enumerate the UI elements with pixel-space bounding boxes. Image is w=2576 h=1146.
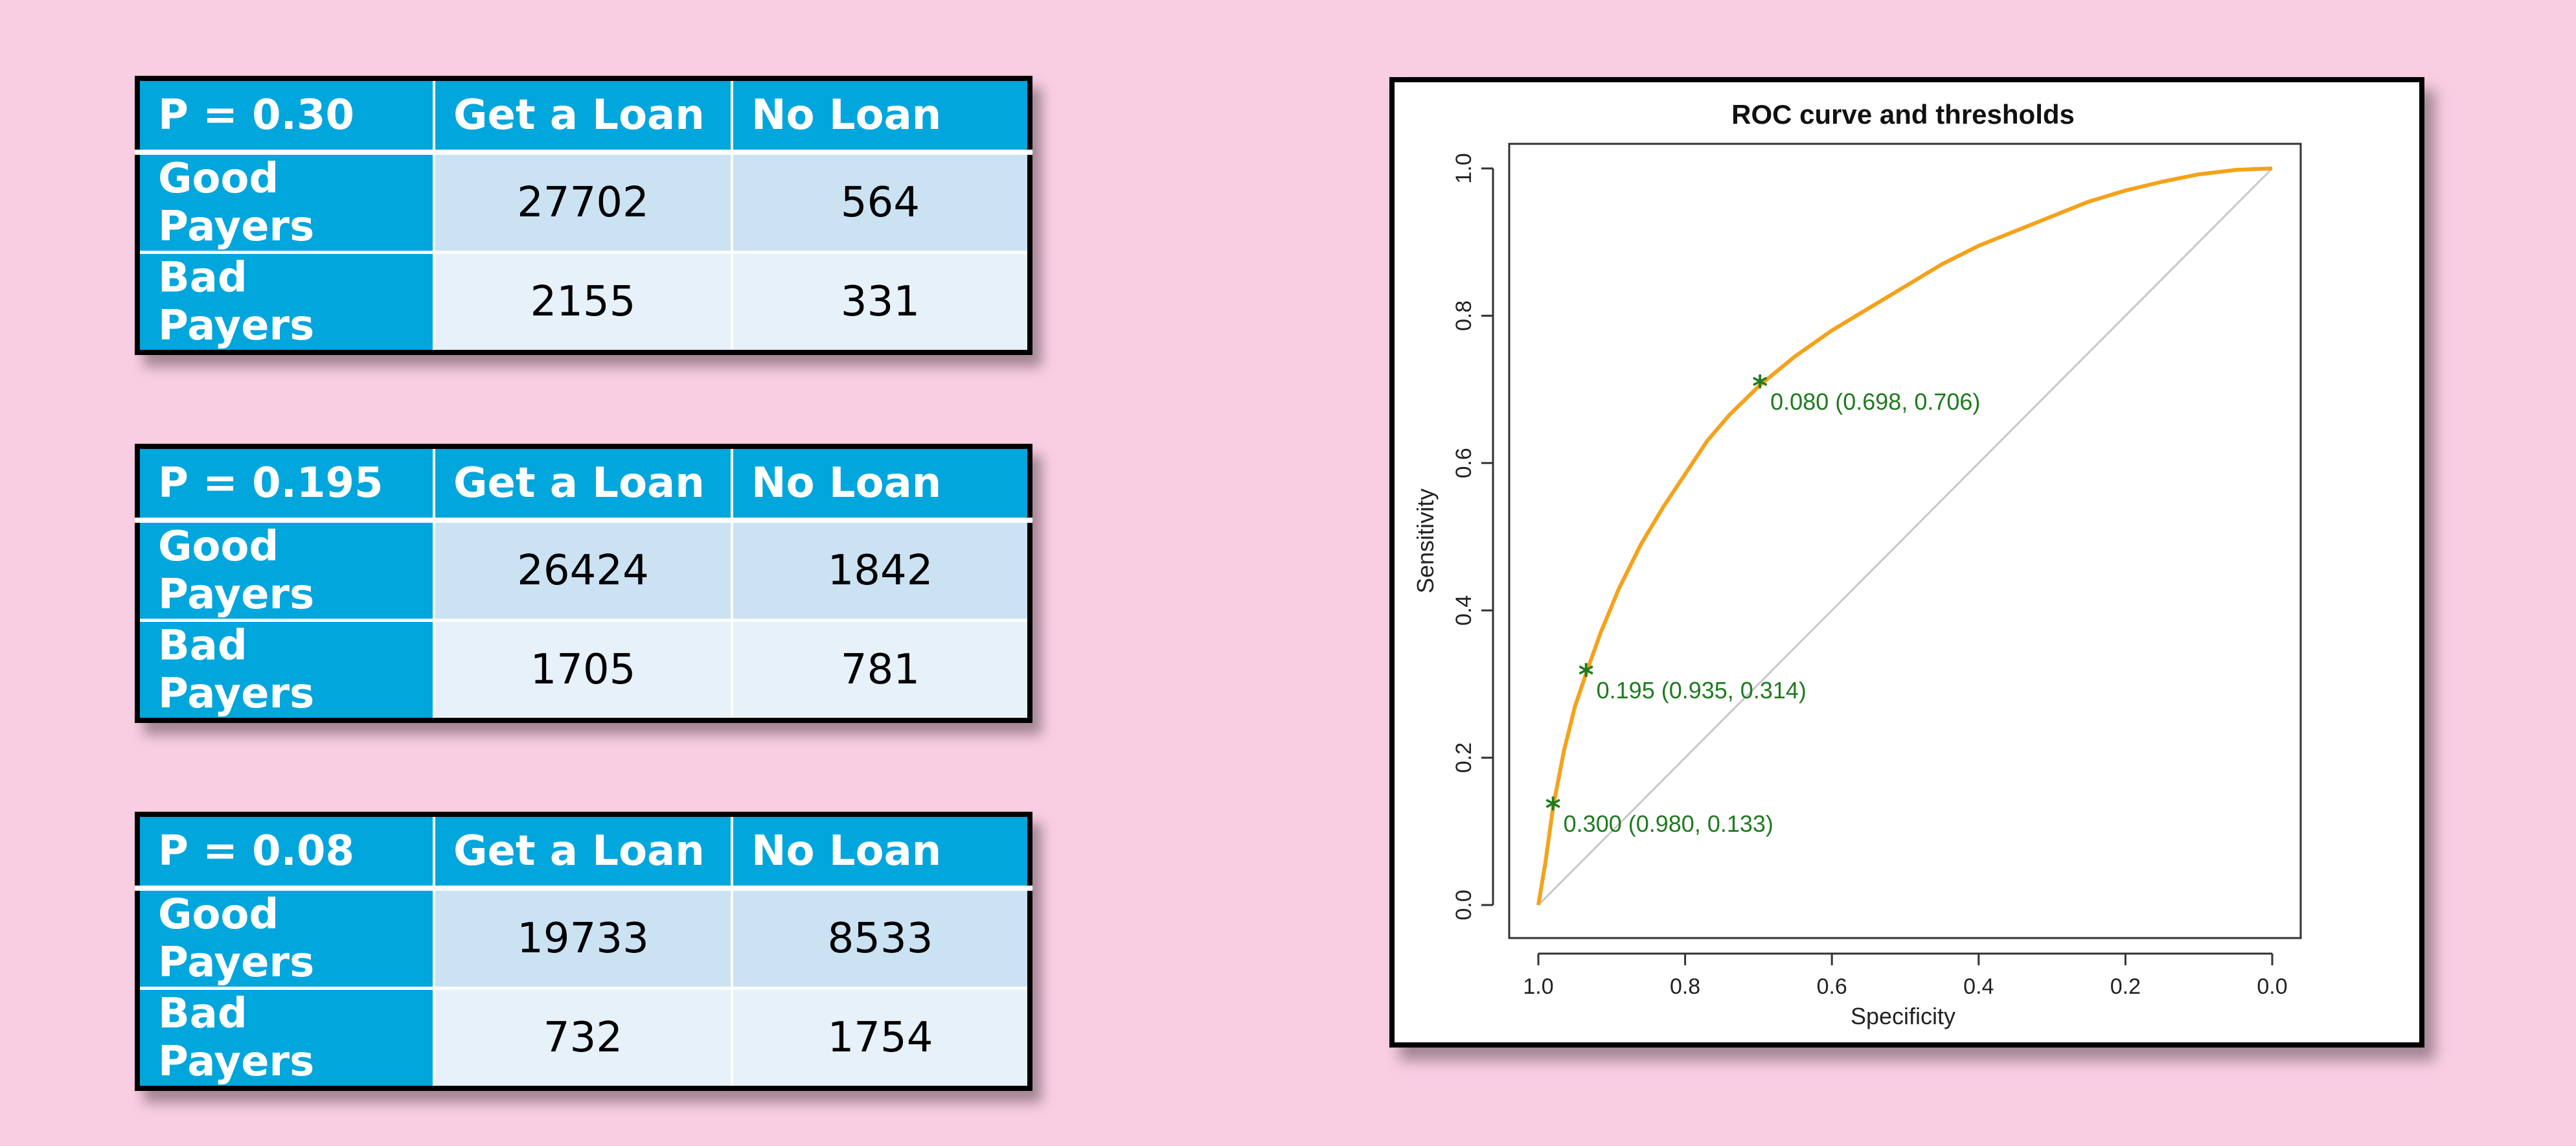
y-tick-label: 1.0 [1452, 153, 1476, 183]
threshold-marker: * [1545, 791, 1561, 826]
y-tick-label: 0.0 [1452, 889, 1476, 920]
x-tick-label: 0.2 [2110, 974, 2141, 999]
chance-diagonal-line [1537, 167, 2274, 906]
row-label: Good Payers [137, 520, 435, 622]
y-tick-label: 0.6 [1452, 448, 1476, 478]
x-axis-label: Specificity [1851, 1003, 1955, 1029]
get-loan-cell: 2155 [434, 252, 733, 352]
get-loan-cell: 26424 [434, 520, 733, 622]
threshold-label: 0.300 (0.980, 0.133) [1564, 810, 1773, 837]
get-loan-cell: 1705 [434, 620, 733, 720]
table-header-row: P = 0.195 Get a Loan No Loan [137, 446, 1030, 523]
no-loan-cell: 1842 [732, 520, 1030, 622]
y-tick-label: 0.8 [1452, 301, 1476, 331]
y-tick-label: 0.2 [1452, 742, 1476, 773]
no-loan-cell: 564 [732, 152, 1030, 254]
table-row: Good Payers 27702 564 [137, 152, 1030, 254]
get-loan-header: Get a Loan [434, 814, 733, 891]
x-tick-label: 1.0 [1523, 974, 1553, 999]
threshold-header: P = 0.08 [137, 814, 435, 891]
no-loan-cell: 1754 [732, 988, 1030, 1088]
get-loan-cell: 732 [434, 988, 733, 1088]
no-loan-header: No Loan [732, 814, 1030, 891]
threshold-label: 0.195 (0.935, 0.314) [1597, 677, 1807, 704]
plot-frame [1508, 143, 2302, 939]
y-axis-label: Sensitivity [1412, 488, 1439, 593]
no-loan-cell: 331 [732, 252, 1030, 352]
y-tick-label: 0.4 [1452, 595, 1476, 626]
threshold-header: P = 0.30 [137, 78, 435, 155]
confusion-table-p0195: P = 0.195 Get a Loan No Loan Good Payers… [135, 444, 1032, 723]
x-tick-label: 0.4 [1963, 974, 1994, 999]
x-tick-label: 0.0 [2257, 974, 2287, 999]
x-tick-label: 0.8 [1670, 974, 1700, 999]
no-loan-header: No Loan [732, 446, 1030, 523]
table-row: Good Payers 26424 1842 [137, 520, 1030, 622]
table-row: Good Payers 19733 8533 [137, 888, 1030, 990]
no-loan-cell: 8533 [732, 888, 1030, 990]
threshold-marker: * [1579, 658, 1594, 693]
table-header-row: P = 0.30 Get a Loan No Loan [137, 78, 1030, 155]
table-row: Bad Payers 1705 781 [137, 620, 1030, 720]
roc-curve-line [1536, 166, 2273, 906]
no-loan-cell: 781 [732, 620, 1030, 720]
row-label: Bad Payers [137, 620, 435, 720]
get-loan-header: Get a Loan [434, 78, 733, 155]
confusion-table-p008: P = 0.08 Get a Loan No Loan Good Payers … [135, 812, 1032, 1091]
get-loan-cell: 19733 [434, 888, 733, 990]
row-label: Good Payers [137, 888, 435, 990]
row-label: Good Payers [137, 152, 435, 254]
no-loan-header: No Loan [732, 78, 1030, 155]
table-row: Bad Payers 2155 331 [137, 252, 1030, 352]
get-loan-header: Get a Loan [434, 446, 733, 523]
threshold-marker: * [1752, 369, 1768, 404]
row-label: Bad Payers [137, 252, 435, 352]
roc-chart-panel: ROC curve and thresholds 1.0 0.8 0.6 0.4 0.2… [1389, 77, 2424, 1048]
chart-title: ROC curve and thresholds [1731, 99, 2075, 130]
table-row: Bad Payers 732 1754 [137, 988, 1030, 1088]
confusion-table-p030: P = 0.30 Get a Loan No Loan Good Payers … [135, 76, 1032, 355]
table-header-row: P = 0.08 Get a Loan No Loan [137, 814, 1030, 891]
row-label: Bad Payers [137, 988, 435, 1088]
x-tick-label: 0.6 [1817, 974, 1847, 999]
get-loan-cell: 27702 [434, 152, 733, 254]
roc-chart: ROC curve and thresholds 1.0 0.8 0.6 0.4 0.2… [1412, 99, 2302, 1029]
threshold-label: 0.080 (0.698, 0.706) [1770, 388, 1980, 415]
threshold-header: P = 0.195 [137, 446, 435, 523]
